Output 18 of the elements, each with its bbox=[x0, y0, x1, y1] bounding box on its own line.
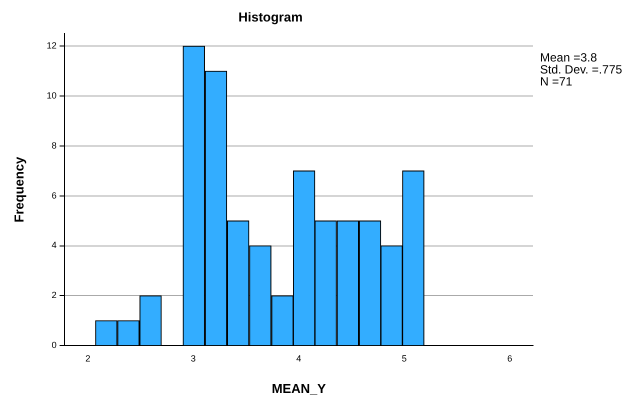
y-tick-label: 4 bbox=[52, 240, 57, 250]
y-tick-label: 8 bbox=[52, 140, 57, 150]
text: Std. Dev. =.775 bbox=[540, 62, 622, 76]
y-tick-label: 2 bbox=[52, 290, 57, 300]
y-tick-label: 10 bbox=[46, 90, 57, 100]
x-tick-label: 6 bbox=[507, 353, 512, 364]
x-tick-label: 3 bbox=[190, 353, 196, 364]
x-tick-label: 2 bbox=[85, 353, 90, 364]
x-tick-label: 5 bbox=[402, 353, 407, 364]
x-tick-label: 4 bbox=[296, 353, 302, 364]
y-tick-label: 12 bbox=[46, 40, 57, 51]
y-axis-title: Frequency bbox=[11, 156, 26, 222]
chart-title: Histogram bbox=[238, 9, 303, 24]
x-axis-title: MEAN_Y bbox=[272, 380, 326, 396]
y-tick-label: 6 bbox=[52, 190, 57, 200]
text: Mean =3.8 bbox=[540, 50, 598, 64]
text: N =71 bbox=[540, 74, 573, 88]
y-tick-label: 0 bbox=[52, 340, 57, 350]
